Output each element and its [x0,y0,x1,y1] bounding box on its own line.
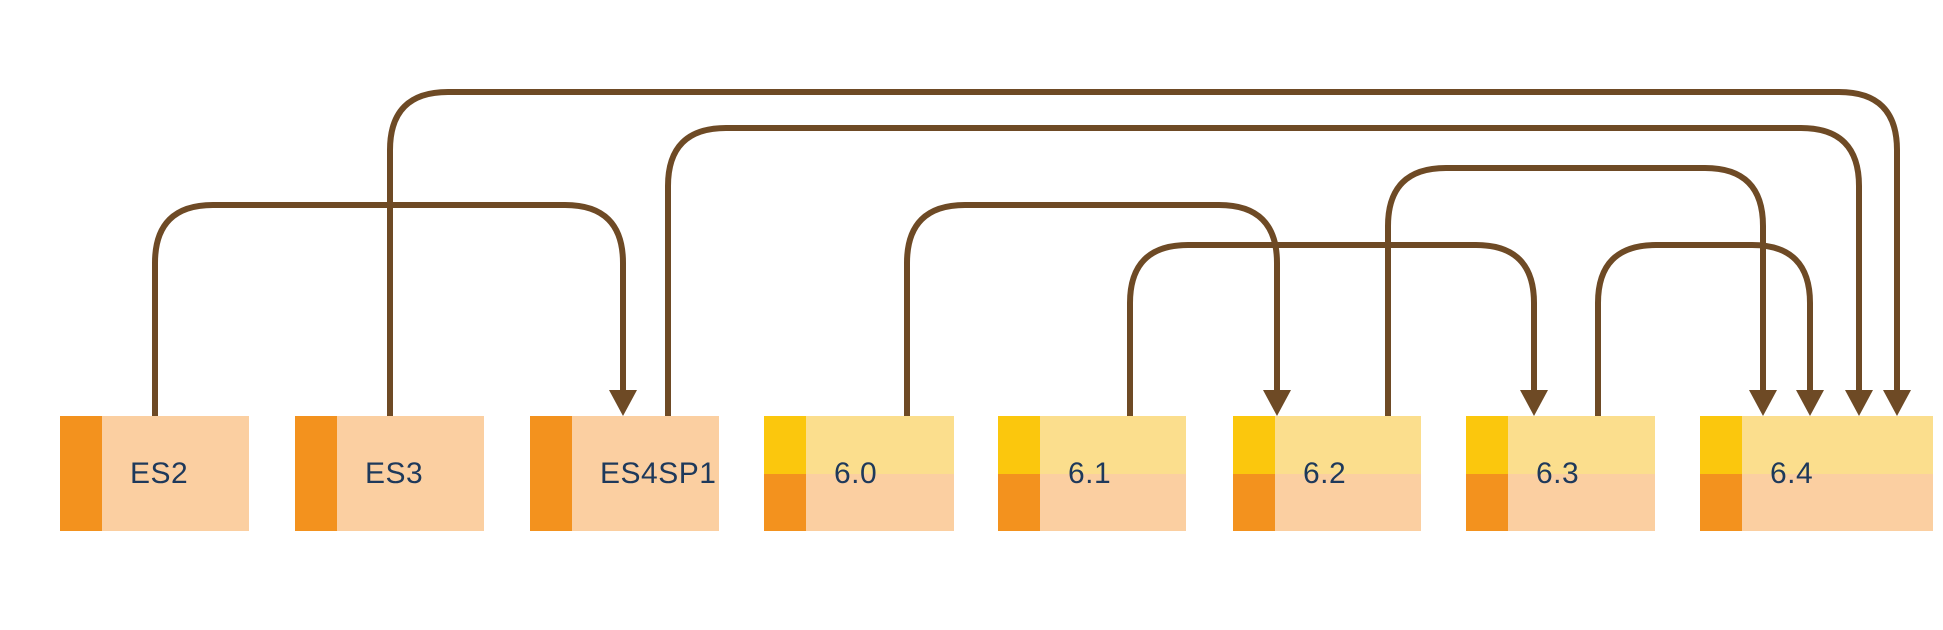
box-segment-left-stripe [295,416,337,531]
version-box-ES4SP1: ES4SP1 [530,416,719,531]
version-box-6.1: 6.1 [998,416,1186,531]
upgrade-arrow-6.2-to-6.4 [1385,165,1766,417]
arrowhead-6.1-to-6.3 [1520,390,1548,416]
box-segment-body-bottom-peach [1742,474,1933,531]
version-label: 6.2 [1303,456,1347,490]
version-label: ES2 [130,456,189,490]
version-label: 6.0 [834,456,878,490]
box-segment-corner-orange [998,474,1040,531]
box-segment-body-bottom-peach [1275,474,1421,531]
box-segment-corner-gold [1466,416,1508,474]
arrowhead-ES4SP1-to-6.4 [1845,390,1873,416]
arrowhead-ES3-to-6.4 [1883,390,1911,416]
version-box-6.3: 6.3 [1466,416,1655,531]
box-segment-body [337,416,484,531]
box-segment-corner-orange [1466,474,1508,531]
box-segment-corner-orange [1233,474,1275,531]
version-label: 6.3 [1536,456,1580,490]
upgrade-arrow-ES4SP1-to-6.4 [665,125,1862,417]
box-segment-body [102,416,249,531]
version-label: ES3 [365,456,424,490]
box-segment-left-stripe [60,416,102,531]
version-box-6.2: 6.2 [1233,416,1421,531]
box-segment-body-top-yellow [806,416,954,474]
arrowhead-6.3-to-6.4 [1796,390,1824,416]
upgrade-arrow-6.0-to-6.2 [904,202,1280,417]
upgrade-arrow-6.1-to-6.3 [1127,242,1537,417]
box-segment-corner-gold [764,416,806,474]
box-segment-body-bottom-peach [806,474,954,531]
box-segment-corner-orange [764,474,806,531]
box-segment-corner-orange [1700,474,1742,531]
box-segment-body-bottom-peach [1040,474,1186,531]
box-segment-body-top-yellow [1508,416,1655,474]
version-label: ES4SP1 [600,456,717,490]
upgrade-arrow-ES3-to-6.4 [387,89,1900,417]
arrowhead-ES2-to-ES4SP1 [609,390,637,416]
box-segment-body [572,416,719,531]
version-box-6.4: 6.4 [1700,416,1933,531]
version-box-ES2: ES2 [60,416,249,531]
arrowhead-6.0-to-6.2 [1263,390,1291,416]
upgrade-arrow-6.3-to-6.4 [1595,242,1813,417]
arrowhead-6.2-to-6.4 [1749,390,1777,416]
box-segment-corner-gold [1700,416,1742,474]
version-box-ES3: ES3 [295,416,484,531]
version-box-6.0: 6.0 [764,416,954,531]
version-label: 6.1 [1068,456,1112,490]
box-segment-body-bottom-peach [1508,474,1655,531]
box-segment-corner-gold [1233,416,1275,474]
box-segment-body-top-yellow [1040,416,1186,474]
box-segment-left-stripe [530,416,572,531]
box-segment-body-top-yellow [1742,416,1933,474]
version-label: 6.4 [1770,456,1814,490]
box-segment-corner-gold [998,416,1040,474]
box-segment-body-top-yellow [1275,416,1421,474]
